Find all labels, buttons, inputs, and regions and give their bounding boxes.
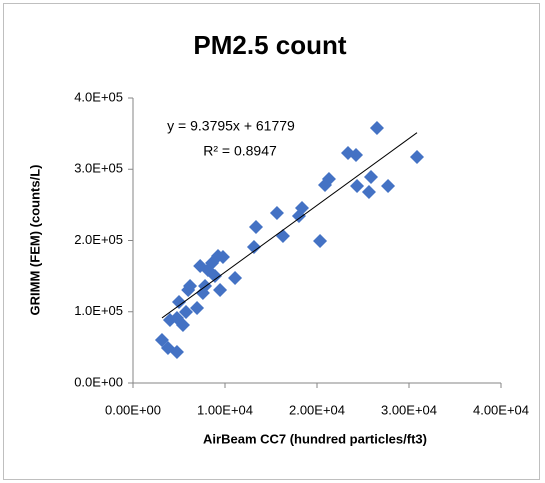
r-squared: R² = 0.8947	[203, 143, 277, 159]
point	[381, 178, 396, 193]
x-tick-label: 0.00E+00	[105, 402, 161, 417]
point	[350, 178, 365, 193]
point	[364, 170, 379, 185]
point	[190, 300, 205, 315]
point	[183, 279, 198, 294]
y-axis-label: GRIMM (FEM) (counts/L)	[27, 165, 42, 316]
chart-frame	[3, 3, 540, 480]
y-tick-label: 4.0E+05	[74, 89, 123, 104]
point	[228, 270, 243, 285]
x-tick-label: 3.00E+04	[381, 402, 437, 417]
y-tick-label: 2.0E+05	[74, 232, 123, 247]
point	[369, 120, 384, 135]
point	[349, 148, 364, 162]
x-tick-label: 1.00E+04	[197, 402, 253, 417]
point	[410, 149, 425, 164]
point	[361, 184, 376, 199]
point	[269, 205, 284, 220]
trendline	[161, 132, 418, 319]
point	[313, 233, 328, 248]
y-tick-label: 0.0E+00	[74, 374, 123, 389]
point	[295, 201, 310, 216]
y-tick-label: 1.0E+05	[74, 303, 123, 318]
point	[172, 294, 186, 309]
point	[246, 239, 261, 254]
trendline-equation: y = 9.3795x + 61779	[167, 118, 295, 134]
point	[249, 220, 264, 235]
point	[207, 268, 222, 283]
x-tick-label: 2.00E+04	[289, 402, 345, 417]
point	[169, 345, 184, 360]
x-axis-label: AirBeam CC7 (hundred particles/ft3)	[203, 431, 427, 446]
point	[175, 318, 190, 333]
x-tick-label: 4.00E+04	[473, 402, 529, 417]
point	[178, 305, 193, 320]
point	[321, 172, 336, 187]
chart-title: PM2.5 count	[193, 30, 346, 60]
point	[213, 283, 228, 298]
point	[215, 250, 230, 265]
y-tick-label: 3.0E+05	[74, 161, 123, 176]
